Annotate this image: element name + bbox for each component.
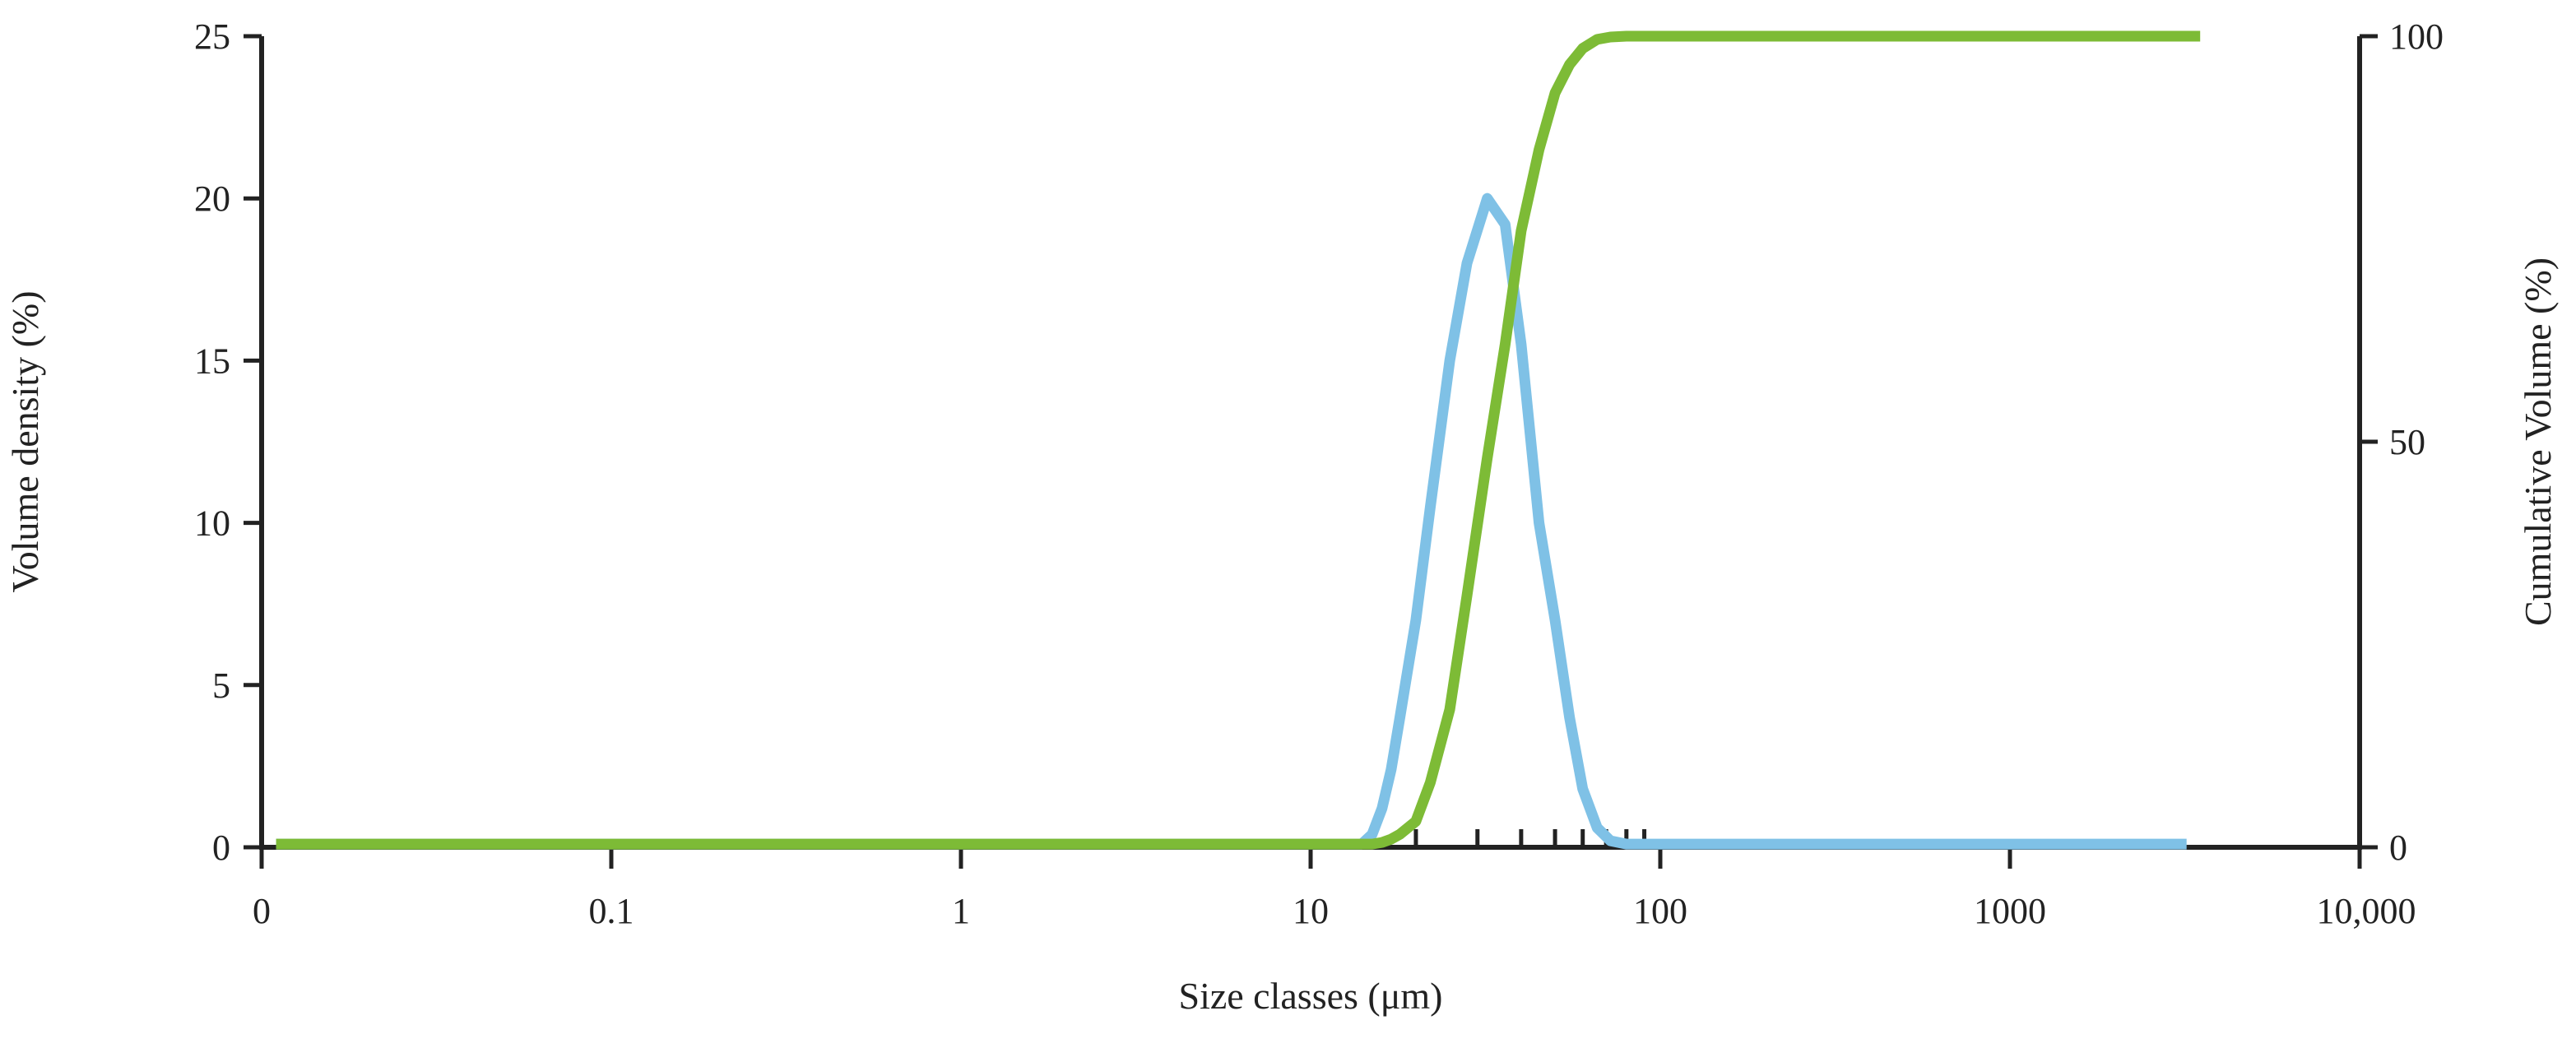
y-left-tick-label: 10 xyxy=(194,503,230,544)
y-right-tick-label: 0 xyxy=(2389,828,2407,868)
x-tick-label: 1000 xyxy=(1974,891,2046,931)
volume-density-line xyxy=(276,192,2187,850)
cumulative-volume-line xyxy=(276,30,2201,850)
y-left-tick-label: 0 xyxy=(212,828,230,868)
x-tick-label: 1 xyxy=(952,891,970,931)
x-tick-label: 10 xyxy=(1293,891,1329,931)
series-layer xyxy=(276,30,2201,850)
y-right-tick-label: 50 xyxy=(2389,422,2425,462)
y-left-tick-label: 15 xyxy=(194,341,230,381)
x-tick-label: 10,000 xyxy=(2317,891,2416,931)
x-tick-label: 0.1 xyxy=(589,891,634,931)
y-axis-right-title: Cumulative Volume (%) xyxy=(2517,257,2559,626)
y-left-tick-label: 25 xyxy=(194,16,230,57)
x-axis-title: Size classes (μm) xyxy=(1178,975,1442,1017)
axes-layer xyxy=(244,34,2378,869)
x-tick-label: 0 xyxy=(253,891,271,931)
y-right-tick-label: 100 xyxy=(2389,16,2444,57)
y-left-tick-label: 20 xyxy=(194,179,230,219)
y-axis-left-title: Volume density (%) xyxy=(4,290,46,592)
x-tick-label: 100 xyxy=(1633,891,1687,931)
y-left-tick-label: 5 xyxy=(212,665,230,706)
